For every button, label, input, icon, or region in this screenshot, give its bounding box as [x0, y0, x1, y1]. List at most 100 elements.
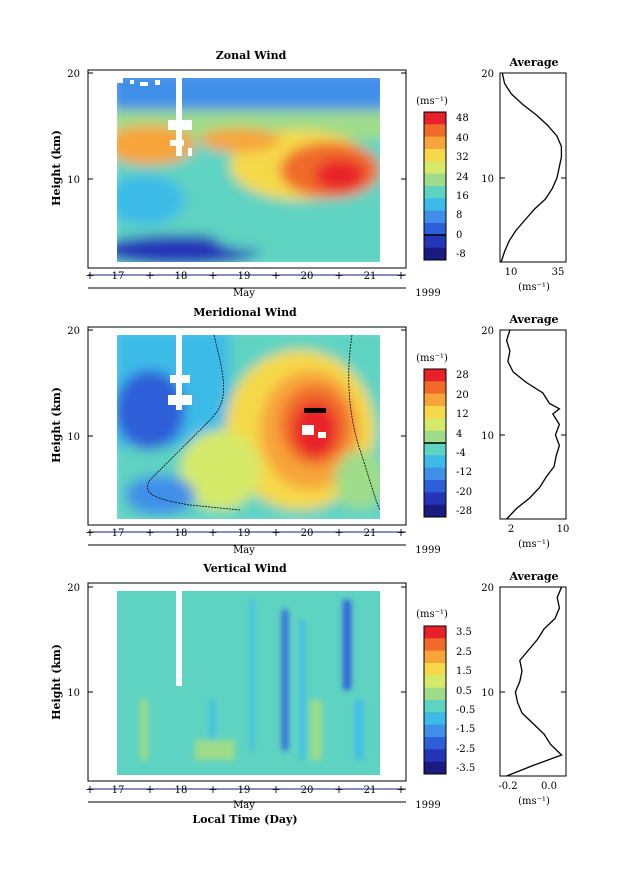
profile-unit-zonal: (ms⁻¹) [518, 282, 550, 293]
colorbar-swatch [424, 186, 446, 199]
cb-meridional-l0: 28 [456, 370, 469, 381]
panel-meridional: Meridional Wind [50, 306, 569, 556]
profile-xtick-zonal-b: 35 [552, 267, 565, 278]
colorbar-swatch [424, 124, 446, 138]
colorbar-swatch [424, 430, 446, 444]
colorbar-swatch [424, 712, 446, 726]
ytick-vertical-20: 20 [67, 583, 80, 594]
profile-unit-vertical: (ms⁻¹) [518, 796, 550, 807]
xaxis-zonal: 17 18 19 20 21 May 1999 [88, 271, 441, 299]
heatmap-meridional [117, 335, 380, 519]
xtick-vertical-20: 20 [301, 785, 314, 796]
yaxis-zonal: 20 10 Height (km) [50, 69, 406, 206]
profile-xtick-vertical-b: 0.0 [541, 781, 557, 792]
cb-zonal-l2: 32 [456, 152, 469, 163]
colorbar-swatch [424, 687, 446, 701]
x-axis-marker: + [145, 526, 154, 539]
xtick-meridional-18: 18 [175, 528, 188, 539]
colorbar-swatch [424, 406, 446, 419]
year-zonal: 1999 [415, 288, 440, 299]
x-axis-marker: + [145, 269, 154, 282]
profile-unit-meridional: (ms⁻¹) [518, 539, 550, 550]
cb-zonal-l7: -8 [456, 249, 466, 260]
plot-frame-meridional [87, 326, 407, 526]
ylabel-vertical: Height (km) [50, 644, 63, 720]
colorbar-swatch [424, 675, 446, 689]
x-axis-markers: + + + + + + + + + + + + + + + + + + [85, 269, 405, 796]
xlabel-vertical-may: May [233, 800, 255, 811]
x-axis-marker: + [271, 783, 280, 796]
cb-meridional-l6: -20 [456, 487, 472, 498]
heatmap-vertical [117, 591, 380, 775]
xtick-meridional-21: 21 [364, 528, 377, 539]
x-axis-marker: + [396, 526, 405, 539]
colorbar-swatches-meridional [424, 369, 446, 518]
colorbar-swatch [424, 369, 446, 382]
title-meridional: Meridional Wind [193, 306, 297, 319]
profile-xtick-vertical-a: -0.2 [498, 781, 517, 792]
cb-meridional-l2: 12 [456, 409, 469, 420]
year-meridional: 1999 [415, 545, 440, 556]
cb-vertical-l4: -0.5 [456, 705, 475, 716]
xtick-vertical-17: 17 [112, 785, 125, 796]
plot-frame-vertical [87, 582, 407, 782]
x-axis-marker: + [334, 783, 343, 796]
yaxis-vertical: 20 10 Height (km) [50, 583, 406, 720]
xtick-vertical-21: 21 [364, 785, 377, 796]
colorbar-unit-meridional: (ms⁻¹) [416, 353, 448, 364]
ylabel-meridional: Height (km) [50, 387, 63, 463]
cb-vertical-l2: 1.5 [456, 666, 472, 677]
colorbar-swatch [424, 223, 446, 236]
profile-title-vertical: Average [508, 570, 558, 583]
x-axis-marker: + [85, 269, 94, 282]
colorbar-zonal: (ms⁻¹) 48 40 32 24 16 8 0 -8 [416, 96, 469, 261]
ytick-zonal-10: 10 [67, 175, 80, 186]
profile-line-vertical [506, 586, 563, 777]
colorbar-swatch [424, 247, 446, 261]
cb-vertical-l5: -1.5 [456, 724, 475, 735]
colorbar-swatch [424, 136, 446, 150]
colorbar-swatch [424, 724, 446, 738]
profile-meridional: Average 20 10 2 10 (ms⁻¹) [481, 313, 569, 550]
colorbar-swatch [424, 173, 446, 187]
x-axis-marker: + [334, 526, 343, 539]
colorbar-swatch [424, 749, 446, 763]
year-vertical: 1999 [415, 800, 440, 811]
xtick-zonal-21: 21 [364, 271, 377, 282]
profile-ytick-vertical-20: 20 [481, 583, 494, 594]
colorbar-meridional: (ms⁻¹) 28 20 12 4 -4 -12 -20 -28 [416, 353, 472, 518]
profile-ytick-vertical-10: 10 [481, 688, 494, 699]
xtick-meridional-17: 17 [112, 528, 125, 539]
colorbar-swatch [424, 381, 446, 395]
colorbar-swatch [424, 210, 446, 224]
colorbar-swatches-vertical [424, 626, 446, 775]
panel-zonal: Zonal Wind [50, 49, 567, 299]
xtick-meridional-19: 19 [238, 528, 251, 539]
colorbar-swatch [424, 455, 446, 469]
ytick-zonal-20: 20 [67, 69, 80, 80]
cb-vertical-l7: -3.5 [456, 763, 475, 774]
yaxis-meridional: 20 10 Height (km) [50, 326, 406, 463]
profile-ytick-zonal-10: 10 [481, 174, 494, 185]
cb-zonal-l6: 0 [456, 230, 462, 241]
xaxis-meridional: 17 18 19 20 21 May 1999 [88, 528, 441, 556]
profile-vertical: Average 20 10 -0.2 0.0 (ms⁻¹) [481, 570, 567, 807]
cb-zonal-l0: 48 [456, 113, 469, 124]
xlabel-meridional-may: May [233, 545, 255, 556]
ytick-meridional-10: 10 [67, 432, 80, 443]
profile-xtick-meridional-a: 2 [508, 524, 514, 535]
profile-xtick-zonal-a: 10 [505, 267, 518, 278]
xtick-zonal-18: 18 [175, 271, 188, 282]
colorbar-swatch [424, 418, 446, 432]
x-axis-marker: + [145, 783, 154, 796]
profile-line-zonal [500, 72, 563, 263]
profile-title-meridional: Average [508, 313, 558, 326]
xaxis-vertical: 17 18 19 20 21 May 1999 Local Time (Day) [88, 785, 441, 826]
colorbar-swatch [424, 161, 446, 175]
colorbar-unit-vertical: (ms⁻¹) [416, 609, 448, 620]
profile-line-meridional [505, 329, 561, 520]
xlabel-zonal-may: May [233, 288, 255, 299]
colorbar-swatch [424, 737, 446, 750]
cb-zonal-l1: 40 [456, 133, 469, 144]
